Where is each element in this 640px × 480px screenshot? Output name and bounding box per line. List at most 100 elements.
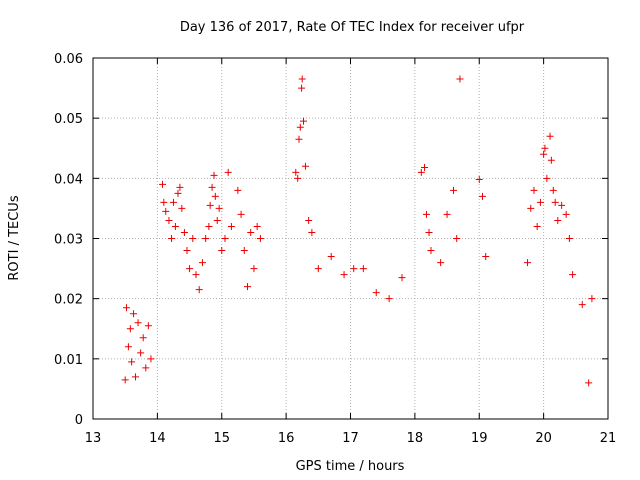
data-point bbox=[237, 210, 245, 218]
data-point bbox=[295, 135, 303, 143]
data-point bbox=[240, 247, 248, 255]
data-point bbox=[250, 265, 258, 273]
data-point bbox=[540, 150, 548, 158]
data-point bbox=[244, 283, 251, 291]
data-point bbox=[549, 186, 557, 194]
data-point bbox=[189, 235, 197, 242]
data-point bbox=[453, 235, 461, 242]
data-point bbox=[385, 295, 393, 303]
chart-title: Day 136 of 2017, Rate Of TEC Index for r… bbox=[180, 20, 525, 35]
data-point bbox=[298, 75, 306, 83]
data-point bbox=[215, 204, 223, 212]
data-point bbox=[202, 235, 210, 242]
data-point bbox=[160, 198, 168, 206]
x-tick-label: 21 bbox=[600, 431, 617, 446]
data-point bbox=[578, 301, 586, 309]
data-point bbox=[558, 201, 566, 209]
data-point bbox=[294, 174, 302, 182]
data-point bbox=[206, 201, 214, 209]
data-point bbox=[443, 210, 451, 218]
x-tick-label: 17 bbox=[342, 431, 359, 446]
x-tick-label: 20 bbox=[535, 431, 552, 446]
y-tick-label: 0.04 bbox=[54, 172, 83, 187]
data-point bbox=[427, 247, 435, 255]
y-tick-label: 0.06 bbox=[54, 52, 83, 67]
data-point bbox=[186, 265, 194, 273]
data-point bbox=[162, 207, 170, 215]
data-point bbox=[547, 156, 555, 164]
data-point bbox=[171, 222, 179, 230]
data-point bbox=[192, 271, 200, 279]
data-point bbox=[253, 222, 261, 230]
x-tick-label: 18 bbox=[407, 431, 424, 446]
data-point bbox=[450, 186, 457, 194]
data-point bbox=[213, 216, 221, 224]
data-point bbox=[421, 164, 429, 172]
data-point bbox=[126, 325, 134, 333]
data-point bbox=[169, 198, 177, 206]
data-point bbox=[130, 310, 138, 318]
data-point bbox=[147, 355, 155, 363]
data-point bbox=[437, 259, 445, 267]
data-point bbox=[327, 253, 335, 261]
data-point bbox=[340, 271, 348, 279]
data-point bbox=[308, 228, 316, 236]
data-point bbox=[131, 373, 139, 381]
data-point bbox=[359, 265, 367, 273]
data-point bbox=[176, 183, 184, 191]
data-point bbox=[218, 247, 226, 255]
data-point bbox=[183, 247, 191, 255]
data-point bbox=[569, 271, 577, 279]
data-point bbox=[174, 189, 182, 197]
data-point bbox=[314, 265, 322, 273]
data-point bbox=[478, 192, 486, 200]
x-axis-label: GPS time / hours bbox=[296, 459, 405, 474]
y-tick-label: 0 bbox=[75, 413, 83, 428]
data-point bbox=[482, 253, 490, 261]
data-point bbox=[121, 376, 129, 384]
data-point bbox=[168, 235, 176, 242]
data-point bbox=[205, 222, 213, 230]
y-tick-label: 0.02 bbox=[54, 293, 83, 308]
data-point bbox=[139, 334, 147, 342]
data-point bbox=[417, 168, 425, 176]
data-point bbox=[122, 304, 130, 312]
data-point bbox=[211, 192, 219, 200]
data-point bbox=[144, 322, 152, 330]
data-point bbox=[524, 259, 532, 267]
data-point bbox=[456, 75, 464, 83]
data-point bbox=[195, 286, 203, 294]
data-point bbox=[221, 235, 229, 242]
x-tick-labels: 13 14 15 16 17 18 19 20 21 bbox=[85, 431, 617, 446]
data-point bbox=[128, 358, 136, 366]
y-tick-label: 0.01 bbox=[54, 353, 83, 368]
data-point bbox=[533, 222, 541, 230]
data-point bbox=[422, 210, 430, 218]
data-point bbox=[298, 84, 306, 92]
data-point bbox=[588, 295, 596, 303]
data-point bbox=[234, 186, 242, 194]
data-point bbox=[247, 228, 255, 236]
data-point bbox=[425, 228, 433, 236]
data-point bbox=[536, 198, 544, 206]
grid-lines bbox=[93, 58, 608, 419]
data-point bbox=[224, 168, 232, 176]
data-point bbox=[543, 174, 551, 182]
data-point bbox=[300, 117, 308, 125]
y-tick-labels: 0 0.01 0.02 0.03 0.04 0.05 0.06 bbox=[54, 52, 83, 428]
data-point bbox=[554, 216, 562, 224]
data-point bbox=[541, 144, 549, 152]
data-point bbox=[565, 235, 573, 242]
data-point bbox=[256, 235, 264, 242]
data-point bbox=[530, 186, 538, 194]
x-tick-label: 13 bbox=[85, 431, 102, 446]
data-point bbox=[372, 289, 380, 297]
data-point bbox=[124, 343, 132, 351]
data-point bbox=[210, 171, 218, 179]
data-point bbox=[159, 180, 167, 188]
data-point bbox=[165, 216, 173, 224]
data-point bbox=[296, 123, 304, 131]
y-axis-label: ROTI / TECUs bbox=[7, 195, 22, 280]
data-point bbox=[198, 259, 206, 267]
